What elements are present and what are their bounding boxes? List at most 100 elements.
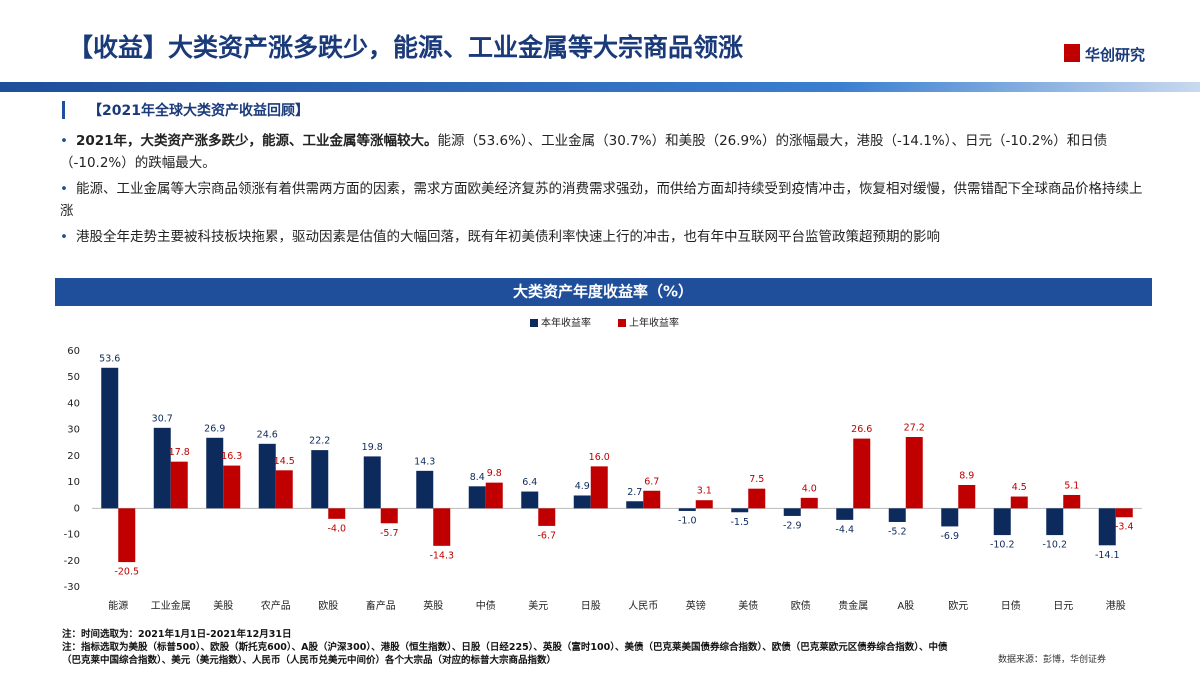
value-label: -5.7 [380, 528, 399, 539]
bar [538, 508, 556, 526]
x-tick-label: 美元 [528, 599, 548, 612]
bullets: 2021年，大类资产涨多跌少，能源、工业金属等涨幅较大。能源（53.6%）、工业… [60, 130, 1148, 252]
x-tick-label: 日股 [581, 600, 601, 612]
bar [1010, 496, 1028, 509]
value-label: -14.3 [429, 550, 454, 561]
bar [485, 482, 503, 509]
bar [853, 438, 871, 509]
y-tick-label: 40 [67, 398, 80, 409]
y-tick-label: -20 [64, 556, 80, 567]
bar [643, 490, 661, 509]
value-label: 3.1 [697, 486, 712, 497]
bar [275, 470, 293, 509]
value-label: -2.9 [783, 520, 802, 531]
value-label: 8.4 [470, 472, 485, 483]
value-label: 24.6 [257, 429, 278, 440]
x-tick-label: 日债 [1001, 599, 1021, 612]
value-label: 6.4 [522, 477, 537, 488]
bar [206, 437, 224, 509]
bar [223, 465, 241, 509]
bar [590, 466, 608, 509]
value-label: 14.5 [274, 456, 295, 467]
y-tick-label: 60 [67, 346, 80, 357]
section-title: 【2021年全球大类资产收益回顾】 [88, 103, 309, 119]
value-label: -3.4 [1115, 522, 1134, 533]
value-label: 4.5 [1012, 482, 1027, 493]
bar [170, 461, 188, 509]
note: 注：时间选取为：2021年1月1日-2021年12月31日 [62, 629, 292, 640]
value-label: 7.5 [749, 474, 764, 485]
x-tick-label: 英镑 [686, 599, 706, 612]
x-tick-label: 美股 [213, 599, 233, 612]
source: 数据来源：彭博，华创证券 [998, 655, 1107, 665]
bar [748, 488, 766, 509]
bar [800, 497, 818, 509]
bar [783, 508, 801, 516]
y-tick-label: 0 [74, 503, 80, 514]
x-tick-label: 港股 [1106, 600, 1126, 612]
value-label: -5.2 [888, 526, 907, 537]
bar [416, 470, 434, 509]
value-label: 8.9 [959, 470, 974, 481]
value-label: -6.7 [537, 530, 556, 541]
value-label: -10.2 [1042, 540, 1067, 551]
x-tick-label: 欧债 [791, 599, 811, 612]
bullet-text: 港股全年走势主要被科技板块拖累，驱动因素是估值的大幅回落，既有年初美债利率快速上… [75, 229, 940, 245]
bar [958, 484, 976, 509]
bar [941, 508, 959, 527]
value-label: 9.8 [487, 468, 502, 479]
value-label: 17.8 [169, 447, 190, 458]
value-label: 22.2 [309, 436, 330, 447]
x-tick-label: 人民币 [628, 600, 658, 612]
section-marker [62, 101, 65, 119]
note: 注：指标选取为美股（标普500）、欧股（斯托克600）、A股（沪深300）、港股… [62, 642, 948, 666]
bullet: 港股全年走势主要被科技板块拖累，驱动因素是估值的大幅回落，既有年初美债利率快速上… [60, 226, 1148, 248]
bar [626, 501, 644, 509]
value-label: -20.5 [114, 567, 139, 578]
value-label: -1.0 [678, 515, 697, 526]
x-tick-label: 畜产品 [366, 599, 396, 612]
slide-title: 【收益】大类资产涨多跌少，能源、工业金属等大宗商品领涨 [68, 33, 744, 62]
bar [380, 508, 398, 524]
header-band [0, 82, 1200, 92]
bar [1046, 508, 1064, 536]
bar [573, 495, 591, 509]
value-label: 26.9 [204, 423, 225, 434]
value-label: 30.7 [152, 413, 173, 424]
y-tick-label: 30 [67, 425, 80, 436]
value-label: 19.8 [362, 442, 383, 453]
x-tick-label: 中债 [476, 599, 496, 612]
bar [695, 500, 713, 509]
bar [101, 367, 119, 509]
x-tick-label: 贵金属 [838, 599, 868, 612]
bullet-text: 能源（53.6%）、工业金属（30.7%）和美股（26.9%）的涨幅最大，港股（… [60, 133, 1108, 171]
bar [836, 508, 854, 520]
y-tick-label: -10 [64, 530, 80, 541]
y-tick-label: 20 [67, 451, 80, 462]
value-label: -10.2 [990, 540, 1015, 551]
value-label: 27.2 [904, 423, 925, 434]
y-tick-label: 50 [67, 372, 80, 383]
y-tick-label: -30 [64, 582, 80, 593]
value-label: 6.7 [644, 476, 659, 487]
bar [905, 437, 923, 509]
value-label: -4.4 [835, 524, 854, 535]
legend-label: 本年收益率 [541, 316, 591, 329]
bar [363, 456, 381, 509]
x-tick-label: 英股 [423, 599, 443, 612]
value-label: -1.5 [730, 517, 749, 528]
bar [1115, 508, 1133, 518]
x-tick-label: 能源 [108, 599, 128, 612]
bar [521, 491, 539, 509]
value-label: 16.0 [589, 452, 610, 463]
bar [468, 486, 486, 509]
value-label: 5.1 [1064, 480, 1079, 491]
bullet-bold: 2021年，大类资产涨多跌少，能源、工业金属等涨幅较大。 [75, 133, 438, 149]
bar [328, 508, 346, 519]
bar [311, 450, 329, 509]
value-label: 53.6 [99, 353, 120, 364]
logo: 华创研究 [1085, 46, 1146, 64]
value-label: 4.0 [802, 483, 817, 494]
x-tick-label: 欧股 [318, 600, 338, 612]
value-label: -6.9 [940, 531, 959, 542]
